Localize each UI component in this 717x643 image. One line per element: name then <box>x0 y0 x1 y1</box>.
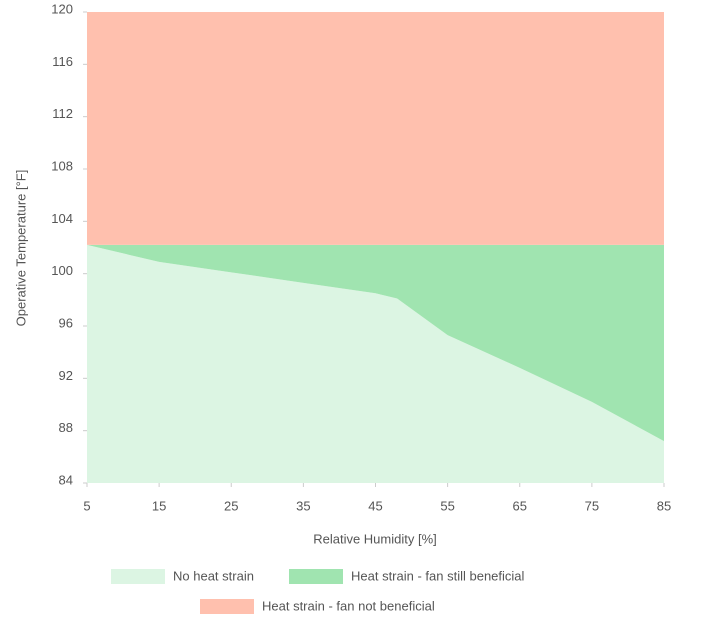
x-tick-label: 75 <box>585 498 599 513</box>
y-tick-label: 96 <box>59 315 73 330</box>
area <box>87 12 664 245</box>
y-tick-label: 116 <box>52 54 73 69</box>
y-tick-label: 88 <box>59 420 73 435</box>
x-tick-label: 65 <box>513 498 527 513</box>
legend-swatch <box>200 599 254 614</box>
x-axis-label: Relative Humidity [%] <box>313 531 437 546</box>
x-tick-label: 55 <box>440 498 454 513</box>
x-tick-label: 25 <box>224 498 238 513</box>
legend-swatch <box>111 569 165 584</box>
area <box>87 244 664 442</box>
x-tick-label: 35 <box>296 498 310 513</box>
area <box>87 244 664 483</box>
x-tick-label: 5 <box>83 498 90 513</box>
y-tick-label: 112 <box>52 106 73 121</box>
y-axis-label: Operative Temperature [°F] <box>13 170 28 327</box>
y-tick-label: 92 <box>59 368 73 383</box>
y-tick-label: 100 <box>51 263 73 278</box>
y-tick-label: 108 <box>51 158 73 173</box>
x-tick-label: 85 <box>657 498 671 513</box>
legend-label: No heat strain <box>173 568 254 583</box>
legend-label: Heat strain - fan not beneficial <box>262 598 435 613</box>
legend-label: Heat strain - fan still beneficial <box>351 568 525 583</box>
y-tick-label: 84 <box>59 472 73 487</box>
y-tick-label: 104 <box>51 211 73 226</box>
legend-swatch <box>289 569 343 584</box>
y-tick-label: 120 <box>51 1 73 16</box>
x-tick-label: 15 <box>152 498 166 513</box>
x-tick-label: 45 <box>368 498 382 513</box>
